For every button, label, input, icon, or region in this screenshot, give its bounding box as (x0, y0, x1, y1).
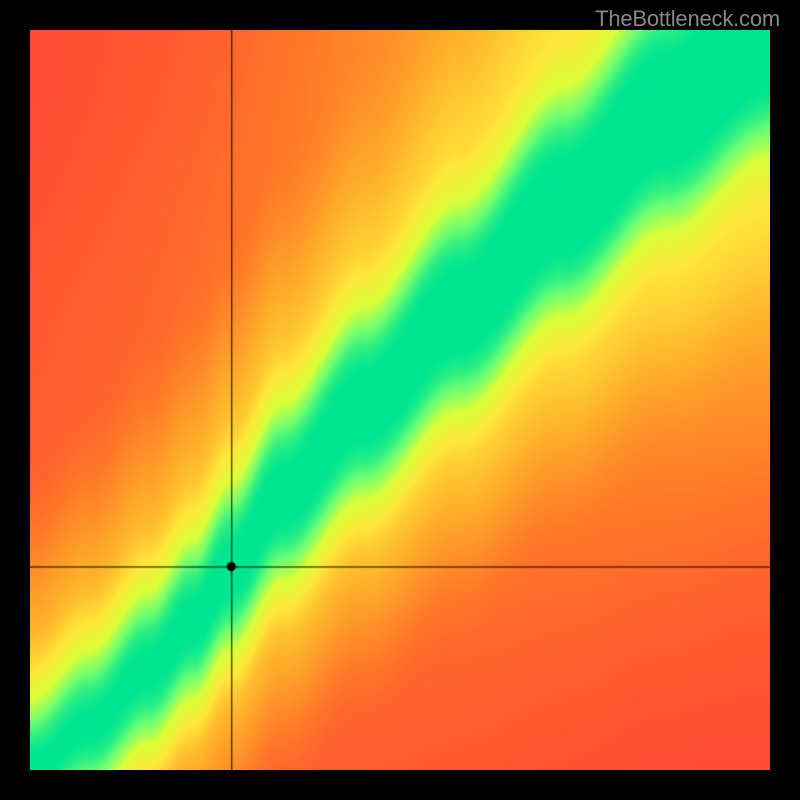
heatmap-canvas (30, 30, 770, 770)
heatmap-plot (30, 30, 770, 770)
watermark-text: TheBottleneck.com (595, 6, 780, 32)
